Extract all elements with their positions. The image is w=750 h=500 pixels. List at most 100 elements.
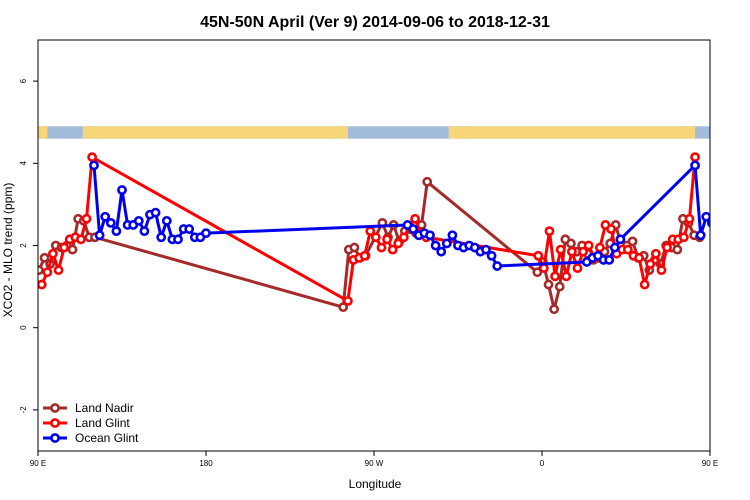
- data-point-land-glint: [398, 232, 409, 243]
- data-point-land-glint: [622, 244, 633, 255]
- data-point-ocean-glint: [430, 240, 441, 251]
- data-point-ocean-glint: [100, 211, 111, 222]
- data-point-land-glint: [38, 279, 47, 290]
- data-point-land-glint: [342, 296, 353, 306]
- data-point-land-glint: [690, 152, 700, 163]
- data-point-land-glint: [76, 234, 86, 245]
- data-point-land-nadir: [38, 265, 44, 276]
- legend-item-ocean-glint: Ocean Glint: [43, 431, 139, 445]
- data-point-ocean-glint: [117, 185, 127, 195]
- data-point-land-glint: [572, 263, 583, 274]
- data-point-land-glint: [544, 226, 555, 237]
- data-point-land-nadir: [532, 267, 543, 278]
- data-point-land-glint: [639, 279, 650, 290]
- y-tick-label: -2: [19, 406, 28, 414]
- data-point-ocean-glint: [441, 238, 452, 249]
- data-point-ocean-glint: [725, 221, 732, 228]
- data-point-ocean-glint: [736, 217, 743, 224]
- legend-marker: [50, 403, 60, 413]
- x-tick-label: 90 E: [702, 459, 718, 468]
- data-point-ocean-glint: [731, 221, 738, 228]
- data-point-land-glint: [650, 248, 661, 259]
- data-point-ocean-glint: [425, 230, 435, 241]
- data-point-ocean-glint: [408, 224, 419, 234]
- legend-label: Ocean Glint: [75, 431, 139, 445]
- series-land-glint: [38, 152, 700, 306]
- data-point-land-glint: [594, 242, 605, 253]
- data-point-land-nadir: [543, 279, 554, 290]
- data-point-land-glint: [53, 265, 64, 276]
- data-point-ocean-glint: [492, 261, 503, 271]
- data-point-land-glint: [555, 244, 566, 255]
- land-band-1: [82, 126, 348, 139]
- land-band-2: [448, 126, 696, 139]
- land-ocean-strip: [38, 126, 719, 139]
- data-point-ocean-glint: [436, 246, 447, 257]
- data-point-ocean-glint: [486, 250, 497, 261]
- data-point-land-glint: [359, 250, 370, 261]
- data-point-ocean-glint: [94, 230, 105, 241]
- data-point-land-glint: [393, 238, 404, 249]
- series-ocean-glint: [89, 160, 743, 271]
- data-point-land-nadir: [627, 236, 638, 247]
- x-tick-label: 90 W: [365, 459, 384, 468]
- data-point-land-glint: [684, 213, 695, 224]
- data-point-land-nadir: [554, 281, 565, 292]
- data-point-ocean-glint: [706, 218, 710, 228]
- legend-item-land-glint: Land Glint: [43, 416, 130, 430]
- data-point-ocean-glint: [150, 207, 161, 218]
- data-point-land-nadir: [338, 302, 349, 313]
- data-point-ocean-glint: [105, 217, 116, 228]
- x-axis: 90 E 180 90 W 0 90 E: [30, 451, 718, 468]
- legend-marker: [50, 433, 60, 443]
- data-point-land-glint: [376, 242, 387, 253]
- data-point-ocean-glint: [719, 186, 726, 193]
- data-point-ocean-glint: [714, 228, 721, 235]
- land-band-3: [710, 126, 719, 138]
- data-point-land-nadir: [349, 242, 360, 253]
- data-point-ocean-glint: [447, 230, 458, 241]
- data-point-land-glint: [538, 263, 549, 274]
- data-point-land-nadir: [422, 176, 433, 187]
- data-point-land-nadir: [67, 244, 78, 255]
- data-point-ocean-glint: [481, 244, 491, 255]
- data-point-land-glint: [87, 152, 98, 163]
- data-point-ocean-glint: [184, 224, 195, 234]
- data-point-land-glint: [81, 213, 92, 224]
- data-point-land-glint: [583, 240, 594, 251]
- data-point-ocean-glint: [690, 160, 700, 171]
- data-point-land-glint: [561, 271, 572, 282]
- series-layer: [38, 152, 743, 315]
- legend-marker: [50, 418, 60, 428]
- data-point-ocean-glint: [173, 234, 183, 245]
- data-point-land-glint: [645, 259, 656, 269]
- data-point-land-nadir: [39, 252, 50, 263]
- data-point-land-glint: [48, 248, 58, 259]
- data-point-ocean-glint: [111, 226, 122, 237]
- data-point-land-glint: [578, 246, 588, 257]
- x-axis-label: Longitude: [349, 477, 402, 491]
- data-point-ocean-glint: [89, 160, 99, 171]
- data-point-land-glint: [550, 271, 560, 282]
- data-point-land-nadir: [549, 304, 560, 315]
- data-point-land-glint: [387, 244, 398, 255]
- data-point-ocean-glint: [695, 230, 706, 241]
- x-tick-label: 90 E: [30, 459, 46, 468]
- land-band-0: [38, 126, 48, 139]
- data-point-land-glint: [678, 232, 689, 243]
- data-point-land-glint: [566, 246, 577, 257]
- data-point-land-glint: [634, 252, 644, 263]
- data-point-land-glint: [662, 242, 672, 253]
- legend-item-land-nadir: Land Nadir: [43, 401, 134, 415]
- x-tick-label: 0: [540, 459, 545, 468]
- data-point-ocean-glint: [161, 215, 172, 226]
- x-tick-label: 180: [199, 459, 213, 468]
- data-point-ocean-glint: [604, 254, 615, 265]
- chart-title: 45N-50N April (Ver 9) 2014-09-06 to 2018…: [200, 14, 550, 31]
- legend-label: Land Nadir: [75, 401, 134, 415]
- data-point-land-nadir: [566, 238, 576, 249]
- data-point-ocean-glint: [201, 228, 211, 239]
- data-point-ocean-glint: [139, 226, 150, 237]
- legend-label: Land Glint: [75, 416, 130, 430]
